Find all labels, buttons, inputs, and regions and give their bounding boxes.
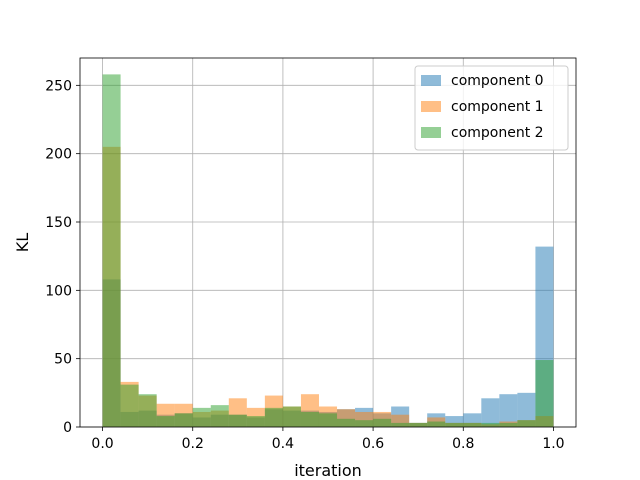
histogram-bar (481, 398, 500, 427)
x-tick-label: 0.4 (272, 436, 294, 452)
histogram-bar (102, 74, 121, 428)
legend: component 0 component 1 component 2 (414, 65, 569, 151)
x-tick-label: 0.8 (452, 436, 474, 452)
x-tick-label: 0.6 (362, 436, 384, 452)
legend-box (414, 65, 569, 151)
histogram-bar (337, 418, 356, 427)
y-tick-label: 250 (45, 78, 72, 94)
x-tick-label: 0.2 (182, 436, 204, 452)
histogram-bar (246, 416, 265, 427)
y-tick-label: 50 (54, 352, 72, 368)
histogram-bar (481, 422, 500, 427)
histogram-bar (517, 392, 536, 427)
series-0-bars (102, 246, 554, 427)
histogram-bar (499, 394, 518, 427)
y-tick-label: 150 (45, 215, 72, 231)
histogram-bar (192, 407, 211, 427)
series-2-bars (102, 74, 554, 428)
y-tick-label: 200 (45, 147, 72, 163)
histogram-bar (463, 422, 482, 427)
histogram-bar (517, 420, 536, 427)
histogram-bar (499, 422, 518, 427)
legend-swatch (421, 75, 441, 86)
histogram-bar (355, 420, 374, 427)
histogram-bar (120, 384, 139, 427)
histogram-bar (174, 413, 193, 427)
legend-swatch (421, 127, 441, 138)
axis-ticks: 0.0 0.2 0.4 0.6 0.8 1.0 0 50 100 150 200 250 (45, 78, 564, 452)
histogram-bar (318, 413, 338, 427)
histogram-bar (445, 422, 464, 427)
x-axis-title: iteration (294, 461, 362, 480)
legend-swatch (421, 101, 441, 112)
legend-label: component 1 (451, 99, 544, 115)
series-1-bars (102, 146, 554, 428)
histogram-bar (535, 360, 554, 427)
plot-frame (79, 57, 577, 428)
x-tick-label: 0.0 (91, 436, 113, 452)
y-tick-label: 100 (45, 283, 72, 299)
y-axis-title: KL (13, 233, 32, 252)
histogram-bar (156, 416, 175, 427)
histogram-bar (264, 407, 283, 427)
histogram-bar (445, 416, 464, 427)
histogram-bar (210, 405, 229, 427)
histogram-bar (427, 421, 446, 427)
legend-label: component 2 (451, 125, 544, 141)
histogram-bar (138, 394, 157, 427)
legend-label: component 0 (451, 73, 544, 89)
histogram-bar (391, 422, 410, 427)
histogram-bar (228, 414, 247, 427)
y-tick-label: 0 (63, 420, 72, 436)
histogram-bar (300, 411, 319, 427)
histogram-bar (409, 422, 428, 427)
histogram-bar (373, 418, 392, 427)
x-tick-label: 1.0 (542, 436, 564, 452)
histogram-bar (282, 406, 301, 427)
histogram-bars (102, 74, 554, 428)
